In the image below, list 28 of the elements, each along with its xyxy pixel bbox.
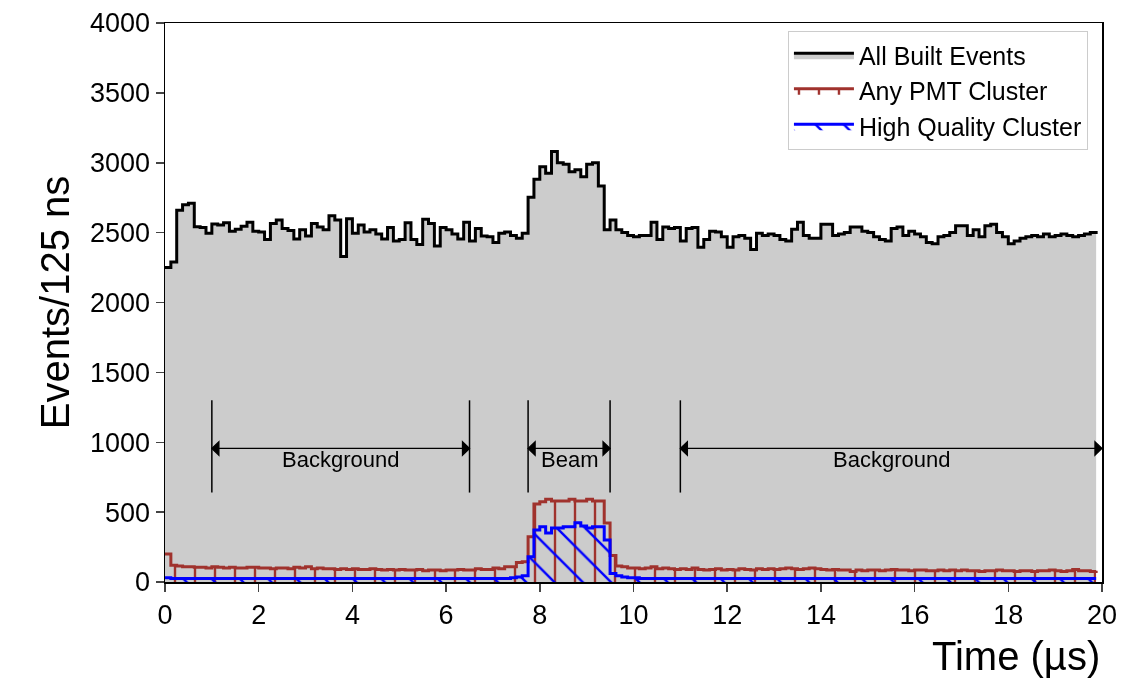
y-tick-label: 4000 bbox=[90, 8, 151, 39]
y-tick-label: 3500 bbox=[90, 78, 151, 109]
x-tick-label: 20 bbox=[1086, 599, 1118, 630]
annotation: Background bbox=[833, 447, 951, 472]
y-tick-label: 3000 bbox=[90, 148, 151, 179]
legend-label: Any PMT Cluster bbox=[858, 77, 1048, 106]
x-tick-label: 14 bbox=[805, 599, 836, 630]
y-tick-label: 0 bbox=[135, 567, 151, 598]
x-axis-title: Time (µs) bbox=[932, 634, 1101, 678]
y-tick-label: 2500 bbox=[90, 218, 151, 249]
y-tick-label: 1500 bbox=[90, 357, 151, 388]
annotation: Beam bbox=[541, 447, 599, 472]
legend-label: High Quality Cluster bbox=[858, 112, 1082, 141]
y-tick-label: 1000 bbox=[90, 427, 151, 458]
x-tick-label: 8 bbox=[532, 599, 548, 630]
annotation: Background bbox=[282, 447, 400, 472]
x-tick-label: 16 bbox=[899, 599, 930, 630]
x-tick-label: 6 bbox=[438, 599, 454, 630]
legend-label: All Built Events bbox=[858, 41, 1026, 70]
x-tick-label: 0 bbox=[157, 599, 173, 630]
x-tick-label: 12 bbox=[712, 599, 743, 630]
x-tick-label: 4 bbox=[344, 599, 360, 630]
y-tick-label: 2000 bbox=[90, 287, 151, 318]
x-tick-label: 2 bbox=[251, 599, 267, 630]
x-tick-label: 18 bbox=[993, 599, 1024, 630]
y-axis-title: Events/125 ns bbox=[32, 175, 77, 430]
y-tick-label: 500 bbox=[105, 497, 151, 528]
x-tick-label: 10 bbox=[618, 599, 649, 630]
